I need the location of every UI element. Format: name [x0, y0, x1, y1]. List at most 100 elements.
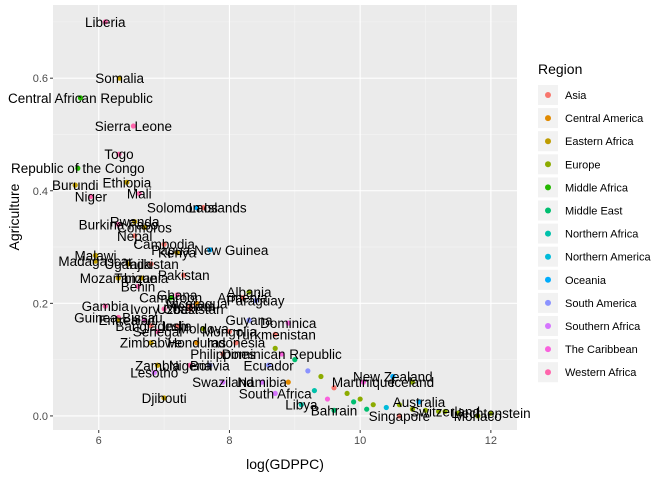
point-label: Rwanda [110, 215, 160, 230]
data-point [168, 295, 174, 301]
data-point [148, 323, 154, 329]
legend-label: The Caribbean [565, 344, 638, 356]
data-point [298, 402, 304, 408]
data-point [88, 193, 94, 199]
data-point [233, 340, 239, 346]
data-point [220, 351, 226, 357]
legend-label: Western Africa [565, 367, 637, 379]
data-point [161, 395, 167, 401]
data-point [115, 317, 121, 323]
points-layer [72, 19, 494, 419]
data-point [161, 306, 167, 312]
data-point [194, 300, 200, 306]
point-label: Turkmenistan [235, 327, 316, 342]
legend-label: Asia [565, 90, 587, 102]
point-label: Nepal [117, 229, 152, 244]
data-point [246, 317, 252, 323]
data-point [207, 362, 213, 368]
point-label: Zambia [135, 358, 181, 373]
point-label: Armenia [217, 291, 268, 306]
legend-label: Oceania [565, 275, 607, 287]
data-point [187, 306, 193, 312]
data-point [318, 373, 324, 380]
point-label: Tanzania [114, 271, 169, 286]
data-point [124, 179, 130, 185]
point-label: Uzbekistan [157, 302, 224, 317]
point-label: Burundi [52, 178, 99, 193]
data-point [226, 328, 233, 335]
data-point [187, 362, 193, 368]
point-label: Bolivia [190, 358, 230, 373]
data-point [422, 407, 429, 413]
point-label: Philippines [190, 347, 256, 362]
point-label: Lesotho [130, 366, 178, 381]
data-point [141, 224, 148, 230]
legend-key [545, 276, 551, 283]
axis-layer: 6 8 10 12 0.0 0.2 0.4 0.6 [33, 73, 497, 447]
legend-label: Europe [565, 159, 600, 171]
point-label: Haiti [131, 313, 158, 328]
data-point [154, 328, 161, 335]
point-label: Republic of the Congo [11, 161, 145, 176]
y-axis-title: Agriculture [6, 183, 22, 250]
data-point [344, 390, 350, 397]
legend-label: Northern America [565, 252, 651, 264]
y-tick-label: 0.6 [33, 73, 48, 85]
point-label: Malawi [74, 248, 116, 263]
panel-background [53, 5, 517, 430]
point-label: Martinique [332, 375, 395, 390]
point-label: Indonesia [207, 336, 266, 351]
legend-label: Eastern Africa [565, 136, 634, 148]
data-point [488, 410, 494, 416]
data-point [130, 123, 136, 129]
data-point [117, 75, 123, 81]
legend-label: Middle East [565, 206, 622, 218]
x-axis-title: log(GDPPC) [246, 456, 324, 472]
point-label: Liechtenstein [451, 406, 531, 421]
point-label: Senegal [133, 324, 183, 339]
data-point [370, 402, 376, 408]
data-point [102, 19, 108, 25]
data-point [220, 379, 226, 385]
data-point [357, 396, 363, 402]
data-point [331, 385, 337, 391]
data-point [279, 351, 285, 357]
data-point [148, 261, 154, 267]
point-label: Madagascar [58, 254, 133, 269]
data-point [305, 368, 311, 374]
data-point [383, 404, 389, 411]
point-label: Ethiopia [102, 175, 151, 190]
data-point [442, 408, 448, 415]
point-label: Mali [127, 187, 152, 202]
point-label: Guyana [225, 313, 273, 328]
data-point [92, 252, 99, 259]
data-point [135, 283, 141, 290]
point-label: Uganda [105, 257, 153, 272]
data-point [181, 272, 187, 278]
data-point [136, 190, 142, 197]
point-label: Ivory Coast [130, 302, 199, 317]
data-point [259, 379, 265, 385]
point-label: Monaco [454, 409, 502, 424]
data-point [246, 289, 252, 295]
data-point [154, 362, 161, 368]
data-point [132, 219, 138, 225]
legend-label: Middle Africa [565, 182, 629, 194]
data-point [92, 258, 99, 264]
legend-label: Central America [565, 113, 644, 125]
data-point [174, 250, 180, 256]
data-point [396, 413, 402, 419]
data-point [148, 340, 154, 346]
data-point [272, 331, 278, 337]
data-point [161, 241, 167, 247]
point-label: India [163, 319, 193, 334]
grid-layer [53, 5, 517, 430]
point-label: Bahrain [311, 403, 358, 418]
data-point [151, 369, 157, 376]
point-label: Iceland [391, 375, 435, 390]
point-label: Papua New Guinea [151, 243, 269, 258]
data-point [200, 205, 206, 211]
point-label: Australia [393, 395, 446, 410]
legend-key [545, 369, 551, 376]
